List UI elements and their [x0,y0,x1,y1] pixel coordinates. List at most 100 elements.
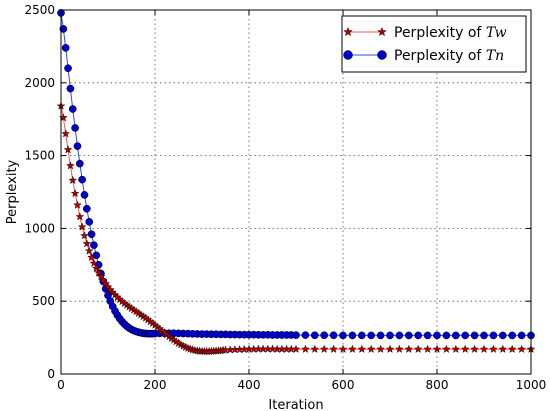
y-tick-label: 2000 [24,76,55,90]
data-point [101,279,110,288]
x-tick-label: 400 [238,378,261,392]
data-point [73,142,82,150]
data-point [329,344,338,353]
circle-icon [377,50,387,60]
legend-label: Perplexity of Tw [394,25,507,41]
data-point [61,44,70,52]
data-point [80,231,89,240]
data-point [78,175,87,184]
legend-box [341,15,527,73]
data-point [77,222,87,231]
data-point [82,239,92,248]
data-point [367,331,376,340]
data-point [98,275,108,285]
plot-series [56,9,536,356]
data-point [348,331,357,340]
legend-label-math: Tn [486,48,504,64]
data-point [301,331,310,339]
data-point [84,246,94,255]
y-tick-label: 1500 [24,149,55,163]
data-point [319,344,329,353]
data-point [517,331,526,340]
data-point [85,217,94,226]
x-tick-label: 200 [144,378,167,392]
data-point [310,344,320,353]
legend-label-prefix: Perplexity of [394,25,486,41]
data-point [451,344,461,353]
data-point [96,272,106,281]
data-point [517,344,526,353]
data-point [75,212,85,221]
data-point [63,145,73,154]
data-point [423,344,432,353]
data-point [320,331,329,340]
x-axis-label: Iteration [268,398,323,411]
data-point [442,331,451,340]
data-point [301,344,310,353]
legend-label: Perplexity of Tn [394,48,504,64]
data-point [395,344,404,353]
data-point [59,113,68,122]
data-point [432,344,442,353]
data-point [92,251,101,260]
data-point [339,331,347,340]
x-tick-label: 800 [426,378,449,392]
data-point [310,331,319,340]
y-tick-label: 500 [32,294,55,308]
data-point [59,25,68,33]
data-point [404,344,414,353]
data-point [498,344,508,353]
data-point [61,129,71,138]
data-point [366,344,376,353]
data-point [357,331,366,340]
data-point [68,175,78,185]
data-point [479,344,489,353]
data-point [395,331,404,340]
series-tn [57,9,535,340]
star-icon [377,26,387,37]
series-tw [56,101,536,356]
data-point [64,64,72,73]
data-point [470,331,479,340]
data-point [292,331,300,339]
data-point [91,263,101,273]
data-point [71,124,79,132]
legend-item: Perplexity of Tw [343,25,507,41]
x-tick-label: 0 [57,378,65,392]
data-point [329,331,338,340]
data-point [66,84,75,93]
data-point [489,331,498,340]
data-point [291,344,301,353]
data-point [338,344,348,353]
data-point [413,344,423,353]
data-point [385,344,395,353]
legend-item: Perplexity of Tn [343,48,504,64]
legend-label-math: Tw [486,25,507,41]
data-point [94,268,103,277]
data-point [357,344,367,353]
data-point [80,191,89,199]
data-point [87,252,96,262]
data-point [75,159,84,168]
data-point [480,331,488,340]
data-point [404,331,413,340]
data-point [68,105,77,113]
axis-ticks: 0 200 400 600 800 1000 0 500 1000 1500 2000 2500 [24,3,546,392]
x-tick-label: 1000 [516,378,547,392]
data-point [470,344,479,353]
x-tick-label: 600 [332,378,355,392]
data-point [73,200,82,209]
data-point [87,230,96,239]
y-tick-label: 0 [47,367,55,381]
data-point [90,241,98,249]
data-point [386,331,394,340]
data-point [423,331,432,340]
data-point [83,204,91,213]
data-point [508,331,517,340]
data-point [348,344,357,353]
data-point [460,344,470,353]
y-tick-label: 1000 [24,221,55,235]
